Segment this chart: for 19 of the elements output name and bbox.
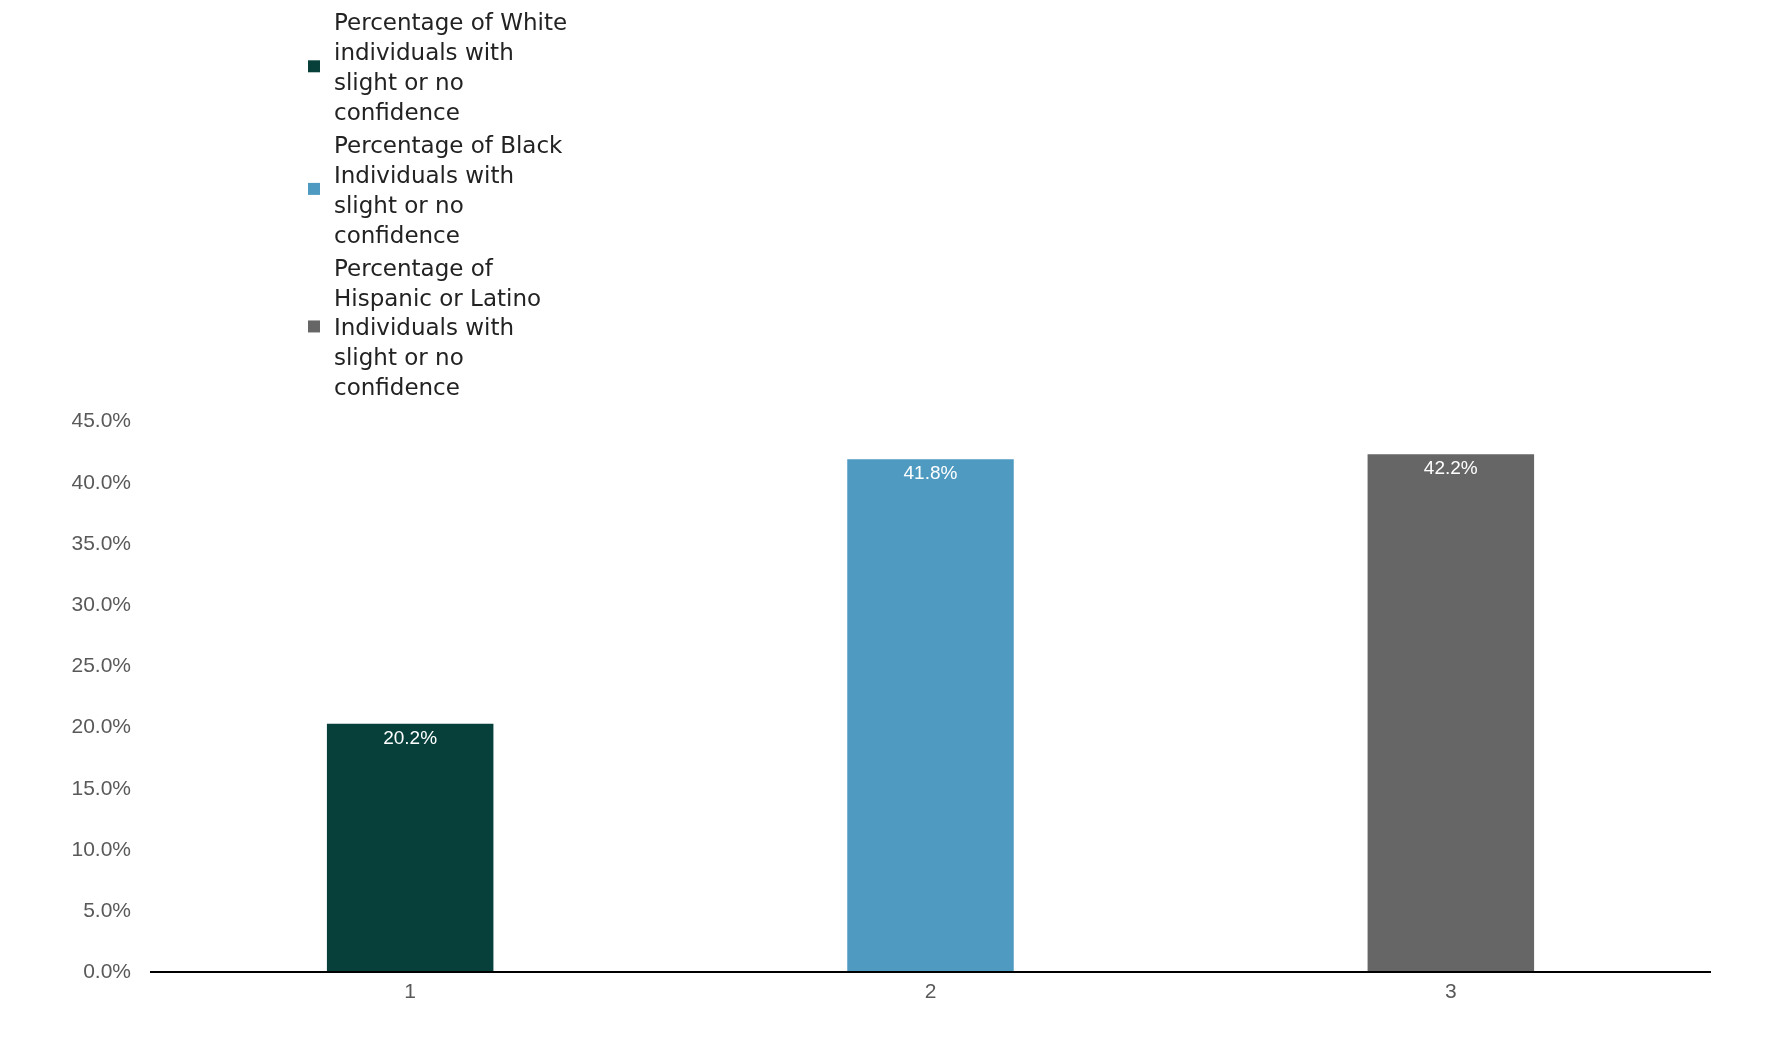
y-tick-label: 10.0% (71, 836, 131, 860)
legend-label: Percentage of Black Individuals with slight or no confidence (334, 132, 564, 248)
data-label: 20.2% (383, 726, 438, 748)
x-tick-label: 2 (924, 978, 937, 1002)
data-label: 42.2% (1423, 457, 1478, 479)
y-tick-label: 25.0% (71, 653, 131, 677)
legend-label: Percentage of Hispanic or Latino Individuals with slight or no confidence (334, 254, 542, 401)
y-tick-label: 35.0% (71, 530, 131, 554)
y-tick-label: 15.0% (71, 775, 131, 799)
x-tick-label: 3 (1444, 978, 1457, 1002)
y-tick-label: 0.0% (83, 959, 131, 983)
legend-label: Percentage of White individuals with slight or no confidence (334, 9, 568, 126)
y-tick-label: 30.0% (71, 592, 131, 616)
y-tick-label: 5.0% (83, 898, 131, 922)
data-label: 41.8% (903, 462, 958, 484)
x-tick-label: 1 (404, 978, 417, 1002)
y-tick-label: 40.0% (71, 469, 131, 493)
y-tick-label: 20.0% (71, 714, 131, 738)
y-tick-label: 45.0% (71, 408, 131, 432)
